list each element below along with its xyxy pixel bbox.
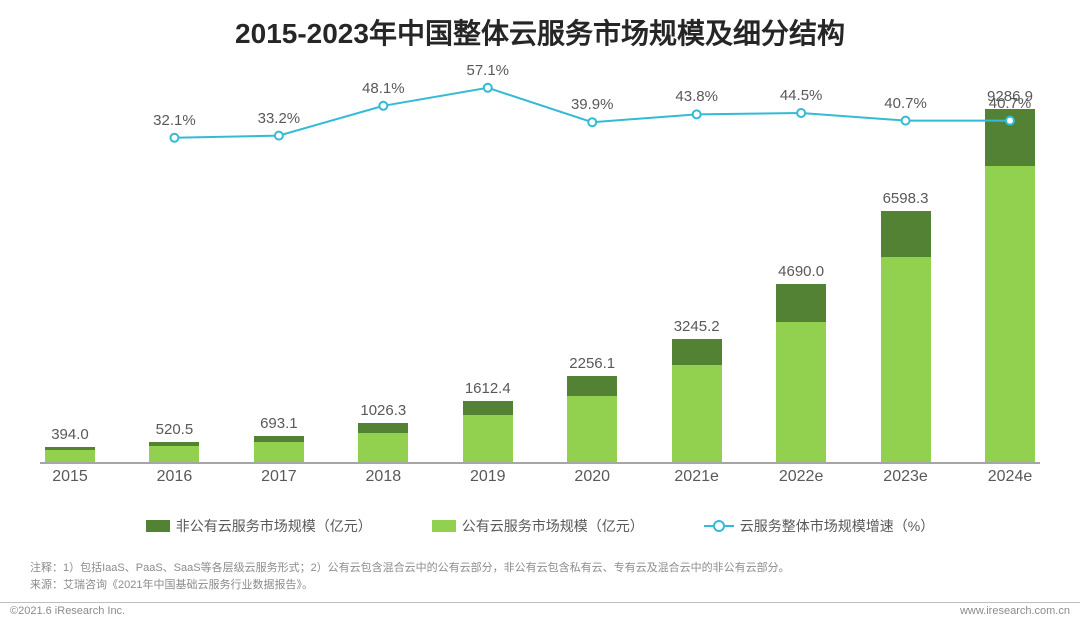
x-tick-label: 2023e	[883, 468, 928, 486]
x-tick-label: 2017	[261, 468, 297, 486]
legend-item-public: 公有云服务市场规模（亿元）	[432, 516, 644, 536]
bar-column: 9286.9	[985, 88, 1035, 462]
stacked-bar	[881, 211, 931, 462]
footnote-line: 注释：1）包括IaaS、PaaS、SaaS等各层级云服务形式；2）公有云包含混合…	[30, 560, 790, 578]
growth-label: 44.5%	[780, 87, 823, 104]
bar-total-label: 2256.1	[569, 355, 615, 372]
bar-segment-public	[358, 433, 408, 462]
growth-label: 40.7%	[989, 95, 1032, 112]
growth-label: 48.1%	[362, 80, 405, 97]
bar-total-label: 4690.0	[778, 263, 824, 280]
stacked-bar	[45, 447, 95, 462]
stacked-bar	[776, 284, 826, 462]
bar-segment-public	[776, 322, 826, 462]
bar-total-label: 6598.3	[883, 190, 929, 207]
growth-label: 32.1%	[153, 112, 196, 129]
footnote-line: 来源：艾瑞咨询《2021年中国基础云服务行业数据报告》。	[30, 577, 790, 595]
bar-segment-non-public	[985, 109, 1035, 166]
stacked-bar	[985, 109, 1035, 462]
legend-label: 云服务整体市场规模增速（%）	[740, 516, 934, 536]
bar-total-label: 520.5	[156, 421, 194, 438]
bar-column: 520.5	[149, 421, 199, 462]
growth-label: 43.8%	[675, 88, 718, 105]
line-marker	[275, 132, 283, 140]
bar-segment-public	[567, 396, 617, 462]
x-tick-label: 2022e	[779, 468, 824, 486]
bar-column: 4690.0	[776, 263, 826, 462]
x-tick-label: 2021e	[674, 468, 719, 486]
stacked-bar	[672, 339, 722, 462]
line-marker	[797, 109, 805, 117]
x-tick-label: 2019	[470, 468, 506, 486]
bar-segment-public	[672, 365, 722, 462]
line-marker	[693, 110, 701, 118]
x-tick-label: 2018	[366, 468, 402, 486]
bar-segment-public	[45, 450, 95, 462]
bar-column: 394.0	[45, 426, 95, 462]
x-tick-label: 2016	[157, 468, 193, 486]
stacked-bar	[567, 376, 617, 462]
legend-swatch	[432, 520, 456, 532]
bar-segment-public	[881, 257, 931, 462]
bar-segment-public	[254, 442, 304, 462]
bar-column: 1612.4	[463, 380, 513, 462]
bar-segment-non-public	[672, 339, 722, 366]
bar-segment-non-public	[881, 211, 931, 257]
bar-segment-public	[149, 446, 199, 462]
bar-segment-non-public	[776, 284, 826, 322]
stacked-bar	[149, 442, 199, 462]
chart-container: 394.0 520.5 693.1 1026.3 1612.4 2256.1 3245.2 4…	[40, 82, 1040, 536]
growth-label: 39.9%	[571, 96, 614, 113]
bar-segment-public	[985, 166, 1035, 462]
bar-segment-non-public	[463, 401, 513, 415]
legend-line-swatch	[704, 520, 734, 532]
stacked-bar	[463, 401, 513, 462]
copyright: ©2021.6 iResearch Inc.	[10, 605, 125, 617]
line-marker	[484, 84, 492, 92]
bar-column: 2256.1	[567, 355, 617, 462]
legend-swatch	[146, 520, 170, 532]
line-marker	[902, 117, 910, 125]
growth-label: 33.2%	[258, 110, 301, 127]
bar-segment-non-public	[358, 423, 408, 433]
growth-label: 57.1%	[466, 62, 509, 79]
bar-column: 1026.3	[358, 402, 408, 462]
growth-label: 40.7%	[884, 95, 927, 112]
legend-label: 公有云服务市场规模（亿元）	[462, 516, 644, 536]
bar-total-label: 693.1	[260, 415, 298, 432]
x-axis: 2015 2016 2017 2018 2019 2020 2021e 2022e 2023e 2…	[40, 468, 1040, 498]
bar-total-label: 3245.2	[674, 318, 720, 335]
bar-column: 6598.3	[881, 190, 931, 462]
chart-title: 2015-2023年中国整体云服务市场规模及细分结构	[0, 0, 1080, 52]
x-tick-label: 2015	[52, 468, 88, 486]
footer: ©2021.6 iResearch Inc. www.iresearch.com…	[0, 602, 1080, 617]
line-marker	[588, 118, 596, 126]
stacked-bar	[358, 423, 408, 462]
bar-column: 3245.2	[672, 318, 722, 462]
bar-segment-non-public	[567, 376, 617, 396]
legend-item-non-public: 非公有云服务市场规模（亿元）	[146, 516, 372, 536]
stacked-bar	[254, 436, 304, 462]
legend-label: 非公有云服务市场规模（亿元）	[176, 516, 372, 536]
x-tick-label: 2020	[574, 468, 610, 486]
legend: 非公有云服务市场规模（亿元） 公有云服务市场规模（亿元） 云服务整体市场规模增速…	[40, 516, 1040, 536]
line-marker	[379, 102, 387, 110]
line-marker	[170, 134, 178, 142]
footnotes: 注释：1）包括IaaS、PaaS、SaaS等各层级云服务形式；2）公有云包含混合…	[30, 560, 790, 595]
bar-total-label: 394.0	[51, 426, 89, 443]
bar-total-label: 1612.4	[465, 380, 511, 397]
x-tick-label: 2024e	[988, 468, 1033, 486]
plot-area: 394.0 520.5 693.1 1026.3 1612.4 2256.1 3245.2 4…	[40, 82, 1040, 464]
legend-item-growth: 云服务整体市场规模增速（%）	[704, 516, 934, 536]
bar-column: 693.1	[254, 415, 304, 462]
source-url: www.iresearch.com.cn	[960, 605, 1070, 617]
bar-segment-public	[463, 415, 513, 462]
bar-total-label: 1026.3	[360, 402, 406, 419]
